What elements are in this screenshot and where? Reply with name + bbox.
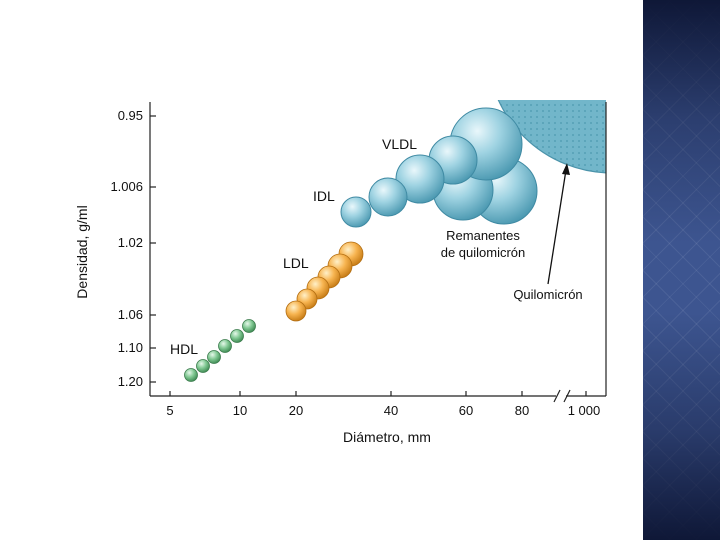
y-tick-label: 0.95 xyxy=(118,108,143,123)
x-tick-label: 60 xyxy=(459,403,473,418)
x-tick-label: 20 xyxy=(289,403,303,418)
x-tick-label: 5 xyxy=(166,403,173,418)
hdl-particle xyxy=(242,319,256,333)
x-tick-marks xyxy=(169,391,587,396)
x-tick-label: 10 xyxy=(233,403,247,418)
remnants-label-line2: de quilomicrón xyxy=(441,245,526,260)
hdl-particle xyxy=(230,329,244,343)
ldl-group xyxy=(285,241,364,322)
chylomicron-label: Quilomicrón xyxy=(513,287,582,302)
vldl-idl-group xyxy=(340,107,538,228)
chylomicron-arrow xyxy=(547,169,567,285)
y-tick-label: 1.10 xyxy=(118,340,143,355)
hdl-particle xyxy=(196,359,210,373)
class-labels: VLDL IDL LDL HDL Remanentes de quilomicr… xyxy=(170,136,583,357)
idl-label: IDL xyxy=(313,188,335,204)
lipoprotein-diagram: 0.95 1.006 1.02 1.06 1.10 1.20 5 10 20 4… xyxy=(74,100,607,445)
y-tick-label: 1.006 xyxy=(110,179,143,194)
y-tick-labels: 0.95 1.006 1.02 1.06 1.10 1.20 xyxy=(110,108,143,389)
hdl-particle xyxy=(184,368,198,382)
idl-particle xyxy=(340,196,372,228)
decorative-side-panel xyxy=(640,0,720,540)
x-tick-label: 40 xyxy=(384,403,398,418)
y-tick-label: 1.06 xyxy=(118,307,143,322)
hdl-particle xyxy=(218,339,232,353)
hdl-group xyxy=(184,319,256,382)
y-tick-marks xyxy=(150,115,156,383)
vldl-particle xyxy=(395,154,445,204)
chylomicron-arrowhead xyxy=(562,163,570,175)
vldl-label: VLDL xyxy=(382,136,417,152)
x-tick-label: 1 000 xyxy=(568,403,601,418)
y-axis-title: Densidad, g/ml xyxy=(74,205,90,298)
slide-canvas: 0.95 1.006 1.02 1.06 1.10 1.20 5 10 20 4… xyxy=(74,100,607,445)
chylomicron-particle xyxy=(497,100,606,174)
ldl-particle xyxy=(285,300,307,322)
y-tick-label: 1.02 xyxy=(118,235,143,250)
remnants-label-line1: Remanentes xyxy=(446,228,520,243)
x-tick-label: 80 xyxy=(515,403,529,418)
x-tick-labels: 5 10 20 40 60 80 1 000 xyxy=(166,403,600,418)
hdl-particle xyxy=(207,350,221,364)
ldl-label: LDL xyxy=(283,255,309,271)
y-tick-label: 1.20 xyxy=(118,374,143,389)
x-axis-title: Diámetro, mm xyxy=(343,429,431,445)
hdl-label: HDL xyxy=(170,341,198,357)
axis-break-mark xyxy=(563,389,571,403)
axis-break-mark xyxy=(553,389,561,403)
idl-particle xyxy=(368,177,408,217)
